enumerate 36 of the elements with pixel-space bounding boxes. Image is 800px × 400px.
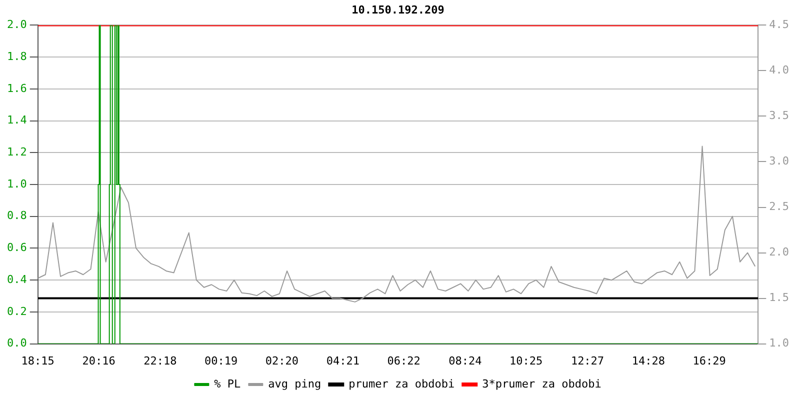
- y-tick-label: 1.4: [6, 114, 28, 127]
- y-tick-label: 2.0: [6, 18, 27, 32]
- x-tick-label: 20:16: [82, 354, 116, 368]
- y2-tick-label: 3.0: [769, 154, 790, 168]
- legend-label: avg ping: [268, 377, 322, 390]
- y-tick-label: 0.8: [6, 209, 27, 222]
- x-tick-label: 22:18: [144, 354, 177, 368]
- legend-label: 3*prumer za obdobi: [482, 377, 602, 390]
- y2-tick-label: 1.5: [769, 291, 790, 304]
- y-tick-label: 0.4: [6, 272, 28, 286]
- chart-title: 10.150.192.209: [352, 3, 444, 16]
- y-tick-label: 0.0: [6, 336, 27, 350]
- x-tick-label: 04:21: [326, 354, 360, 368]
- y-tick-label: 1.6: [6, 82, 27, 95]
- x-tick-label: 18:15: [21, 354, 54, 368]
- legend-label: prumer za obdobi: [348, 377, 455, 390]
- x-tick-label: 12:27: [570, 354, 604, 368]
- y-tick-label: 0.6: [6, 241, 27, 254]
- x-tick-label: 10:25: [510, 354, 543, 368]
- y-tick-label: 1.8: [6, 50, 27, 63]
- x-tick-label: 16:29: [692, 354, 726, 368]
- y2-tick-label: 2.0: [769, 246, 790, 259]
- x-tick-label: 06:22: [387, 354, 420, 368]
- x-tick-label: 08:24: [448, 354, 482, 368]
- y-tick-label: 1.2: [6, 146, 27, 158]
- y2-tick-label: 2.5: [769, 200, 790, 214]
- x-tick-label: 14:28: [632, 354, 665, 368]
- x-tick-label: 00:19: [204, 354, 238, 368]
- y-tick-label: 0.2: [6, 304, 27, 318]
- y2-tick-label: 4.0: [769, 64, 790, 77]
- y2-tick-label: 4.5: [769, 18, 790, 32]
- y-tick-label: 1.0: [6, 177, 27, 190]
- y2-tick-label: 3.5: [769, 109, 790, 122]
- legend-label: % PL: [214, 377, 242, 390]
- x-tick-label: 02:20: [265, 354, 299, 368]
- y2-tick-label: 1.0: [769, 336, 790, 350]
